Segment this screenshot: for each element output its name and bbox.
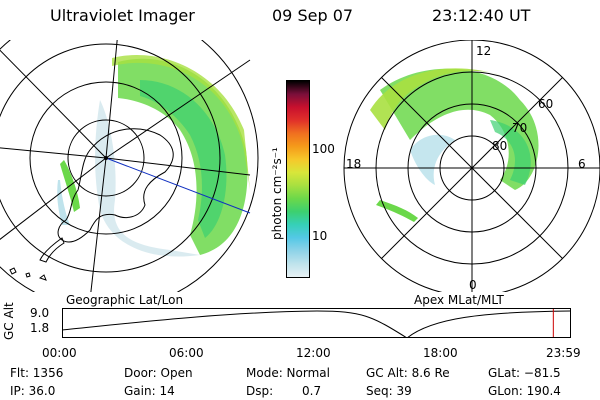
apex-label-12: 12 bbox=[476, 44, 492, 58]
geo-aurora-fringe bbox=[112, 55, 250, 190]
timeline-plot bbox=[62, 308, 571, 338]
geo-aurora-emission bbox=[118, 58, 248, 256]
geo-coastline-islands bbox=[9, 267, 47, 281]
info-ip: IP: 36.0 bbox=[10, 384, 56, 398]
geo-pole-marker bbox=[104, 156, 108, 160]
timeline-xtick-2359: 23:59 bbox=[546, 346, 581, 360]
apex-aurora-emission bbox=[380, 68, 539, 190]
timeline-ylabel: GC Alt bbox=[2, 302, 16, 340]
info-glon: GLon: 190.4 bbox=[488, 384, 561, 398]
geo-aurora-haze bbox=[95, 100, 200, 257]
info-dsp-label: Dsp: bbox=[246, 384, 274, 398]
geo-meridian-5 bbox=[0, 49, 107, 159]
info-door: Door: Open bbox=[124, 366, 193, 380]
geo-meridian-1 bbox=[105, 40, 118, 159]
geo-coastline-peninsula bbox=[39, 237, 65, 263]
geo-terminator-line bbox=[105, 157, 251, 214]
info-glat: GLat: −81.5 bbox=[488, 366, 561, 380]
apex-label-18: 18 bbox=[346, 157, 362, 171]
geo-map-caption: Geographic Lat/Lon bbox=[66, 293, 184, 307]
geo-lat-circle-1 bbox=[67, 119, 145, 197]
timeline-ytick-top: 9.0 bbox=[30, 306, 50, 320]
apex-label-6: 6 bbox=[578, 157, 586, 171]
info-flight: Flt: 1356 bbox=[10, 366, 64, 380]
timeline-frame bbox=[62, 308, 571, 338]
app-title: Ultraviolet Imager bbox=[50, 6, 195, 25]
timeline-xtick-1800: 18:00 bbox=[423, 346, 458, 360]
timeline-xtick-0000: 00:00 bbox=[42, 346, 77, 360]
info-seq: Seq: 39 bbox=[366, 384, 412, 398]
geo-meridian-2 bbox=[105, 59, 251, 159]
apex-label-80: 80 bbox=[492, 139, 508, 153]
timeline-xtick-1200: 12:00 bbox=[296, 346, 331, 360]
timeline-ytick-bottom: 1.8 bbox=[30, 321, 50, 335]
geo-aurora-haze-left bbox=[57, 180, 70, 225]
apex-aurora-outer bbox=[370, 68, 500, 130]
geo-coastline bbox=[57, 128, 174, 243]
colorbar-unit-label: photon cm⁻²s⁻¹ bbox=[270, 147, 284, 240]
geo-lat-circle-3 bbox=[0, 43, 221, 273]
apex-mlt-line-diag-2 bbox=[381, 77, 563, 259]
timeline-xtick-0600: 06:00 bbox=[169, 346, 204, 360]
apex-label-70: 70 bbox=[512, 121, 528, 135]
timeline-altitude-curve bbox=[62, 310, 571, 338]
info-mode: Mode: Normal bbox=[246, 366, 330, 380]
geo-meridian-7 bbox=[0, 157, 107, 240]
apex-aurora-dayside bbox=[490, 120, 531, 185]
apex-map bbox=[343, 40, 600, 292]
apex-label-0: 0 bbox=[469, 278, 477, 292]
colorbar-tick-10: 10 bbox=[312, 229, 328, 243]
colorbar bbox=[286, 80, 310, 278]
image-time: 23:12:40 UT bbox=[432, 6, 531, 25]
info-gc-alt: GC Alt: 8.6 Re bbox=[366, 366, 450, 380]
colorbar-tick-100: 100 bbox=[312, 142, 335, 156]
geo-meridian-6 bbox=[105, 157, 251, 176]
apex-map-caption: Apex MLat/MLT bbox=[414, 293, 504, 307]
geo-meridian-4 bbox=[90, 157, 107, 292]
image-date: 09 Sep 07 bbox=[272, 6, 354, 25]
geographic-map bbox=[0, 40, 259, 292]
apex-aurora-haze bbox=[410, 134, 455, 185]
geo-lat-circle-2 bbox=[29, 81, 183, 235]
geo-meridian-3 bbox=[0, 147, 107, 159]
apex-label-60: 60 bbox=[538, 97, 554, 111]
apex-aurora-streak bbox=[376, 200, 418, 222]
info-dsp-value: 0.7 bbox=[302, 384, 322, 398]
geo-lat-circle-4 bbox=[0, 40, 259, 292]
info-gain: Gain: 14 bbox=[124, 384, 175, 398]
geo-aurora-inner bbox=[140, 80, 227, 238]
